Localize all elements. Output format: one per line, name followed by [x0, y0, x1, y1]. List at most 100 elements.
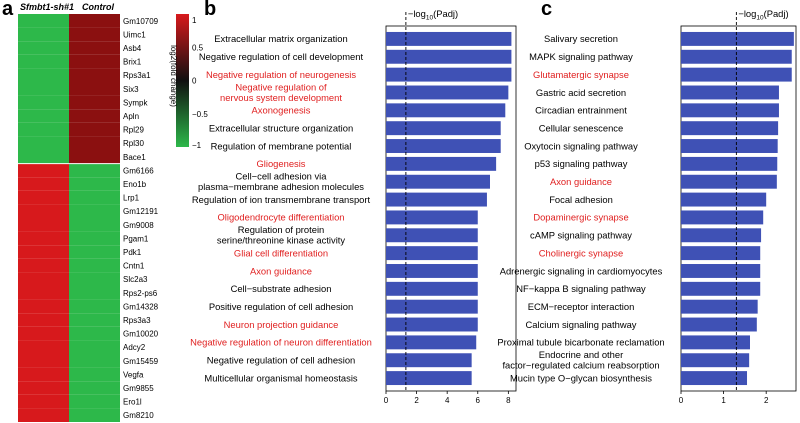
heatmap-cell-treatment: [18, 408, 69, 422]
bar: [681, 121, 779, 136]
heatmap-gene-label: Uimc1: [123, 30, 146, 39]
heatmap-cell-treatment: [18, 245, 69, 259]
heatmap-col-label-treatment: Sfmbt1-sh#1: [20, 2, 75, 12]
panel-a-label: a: [2, 0, 14, 20]
heatmap-cell-treatment: [18, 177, 69, 191]
x-tick-label: 0: [384, 396, 389, 405]
category-label: Gliogenesis: [257, 158, 306, 169]
heatmap-gene-label: Gm8210: [123, 411, 154, 420]
heatmap-gene-label: Rps3a3: [123, 316, 151, 325]
category-label: Proximal tubule bicarbonate reclamation: [497, 337, 664, 348]
bar: [386, 264, 478, 278]
heatmap-gene-label: Rps2-ps6: [123, 289, 158, 298]
category-label: Negative regulation of neurogenesis: [206, 69, 356, 80]
heatmap-gene-label: Gm14328: [123, 302, 159, 311]
heatmap-cell-control: [69, 299, 120, 314]
category-label: Cell−substrate adhesion: [231, 283, 332, 294]
heatmap-gene-label: Gm10709: [123, 17, 159, 26]
bar: [681, 192, 767, 207]
category-label: Cholinergic synapse: [539, 247, 623, 258]
bar: [386, 299, 478, 314]
heatmap-gene-label: Slc2a3: [123, 275, 148, 284]
heatmap-cell-treatment: [18, 299, 69, 314]
heatmap-gene-label: Gm6166: [123, 166, 154, 175]
bar-chart-b: Extracellular matrix organization Negativ…: [190, 8, 517, 405]
heatmap-cell-treatment: [18, 136, 69, 150]
heatmap-cell-control: [69, 82, 120, 96]
category-label: Regulation of membrane potential: [211, 140, 352, 151]
category-label: cAMP signaling pathway: [530, 230, 632, 241]
category-label: Regulation of protein serine/threonine ki…: [217, 224, 346, 246]
heatmap-gene-label: Adcy2: [123, 343, 146, 352]
heatmap-gene-label: Gm12191: [123, 207, 159, 216]
heatmap-gene-label: Cntn1: [123, 262, 145, 271]
heatmap-cell-control: [69, 354, 120, 368]
category-label: Adrenergic signaling in cardiomyocytes: [500, 265, 663, 276]
heatmap-cell-control: [69, 122, 120, 137]
category-label: Extracellular matrix organization: [214, 33, 347, 44]
bar: [386, 139, 501, 153]
heatmap-cell-control: [69, 204, 120, 218]
category-label: Cell−cell adhesion via plasma−membrane ad…: [198, 171, 364, 193]
heatmap-gene-label: Rps3a1: [123, 71, 151, 80]
legend-title: log2(fold change): [169, 45, 178, 107]
heatmap-gene-label: Brix1: [123, 58, 142, 67]
heatmap-col-label-control: Control: [82, 2, 114, 12]
bar: [386, 174, 490, 189]
bar: [681, 228, 762, 243]
plot-frame: [385, 25, 517, 392]
heatmap-cell-control: [69, 340, 120, 354]
bar: [386, 353, 472, 368]
bar: [386, 228, 478, 243]
bar: [681, 49, 792, 64]
category-label: Axon guidance: [250, 265, 312, 276]
bar: [681, 246, 761, 261]
chart-title: −log10(Padj): [738, 8, 788, 22]
heatmap-cell-treatment: [18, 163, 69, 178]
category-label: Calcium signaling pathway: [526, 319, 637, 330]
category-label: NF−kappa B signaling pathway: [516, 283, 646, 294]
heatmap-gene-label: Rpl29: [123, 126, 144, 135]
heatmap-cell-treatment: [18, 218, 69, 232]
heatmap-gene-label: Bace1: [123, 153, 146, 162]
heatmap-cell-control: [69, 258, 120, 273]
category-label: Negative regulation of nervous system dev…: [220, 81, 342, 103]
category-label: Endocrine and other factor−regulated calc…: [502, 349, 659, 371]
bar: [386, 156, 497, 171]
heatmap-gene-label: Pgam1: [123, 234, 149, 243]
category-label: Positive regulation of cell adhesion: [209, 301, 353, 312]
x-tick-label: 2: [764, 396, 769, 405]
category-label: Glial cell differentiation: [234, 247, 328, 258]
heatmap-cell-treatment: [18, 272, 69, 286]
bar: [681, 85, 779, 100]
x-tick-label: 6: [476, 396, 481, 405]
heatmap-cell-treatment: [18, 150, 69, 164]
heatmap-cell-treatment: [18, 54, 69, 69]
category-label: Focal adhesion: [549, 194, 613, 205]
heatmap-gene-label: Asb4: [123, 44, 142, 53]
heatmap-cell-control: [69, 54, 120, 69]
heatmap-cell-treatment: [18, 14, 69, 28]
bar: [386, 192, 487, 207]
heatmap-cell-treatment: [18, 354, 69, 368]
heatmap-cell-control: [69, 272, 120, 286]
x-tick-label: 1: [721, 396, 726, 405]
category-label: Negative regulation of neuron differenti…: [190, 337, 372, 348]
category-label: Oxytocin signaling pathway: [524, 140, 638, 151]
category-label: Axon guidance: [550, 176, 612, 187]
heatmap-cell-control: [69, 163, 120, 178]
heatmap-gene-label: Gm9008: [123, 221, 154, 230]
heatmap-cell-control: [69, 367, 120, 382]
heatmap-cell-treatment: [18, 231, 69, 246]
category-label: MAPK signaling pathway: [529, 51, 633, 62]
heatmap-cell-control: [69, 190, 120, 205]
bar: [681, 353, 750, 368]
heatmap-gene-label: Gm10020: [123, 330, 159, 339]
heatmap-cell-treatment: [18, 258, 69, 273]
heatmap-cell-control: [69, 394, 120, 409]
heatmap-gene-label: Eno1b: [123, 180, 147, 189]
bar: [386, 371, 472, 386]
heatmap-gene-label: Six3: [123, 85, 139, 94]
bar: [681, 281, 761, 296]
